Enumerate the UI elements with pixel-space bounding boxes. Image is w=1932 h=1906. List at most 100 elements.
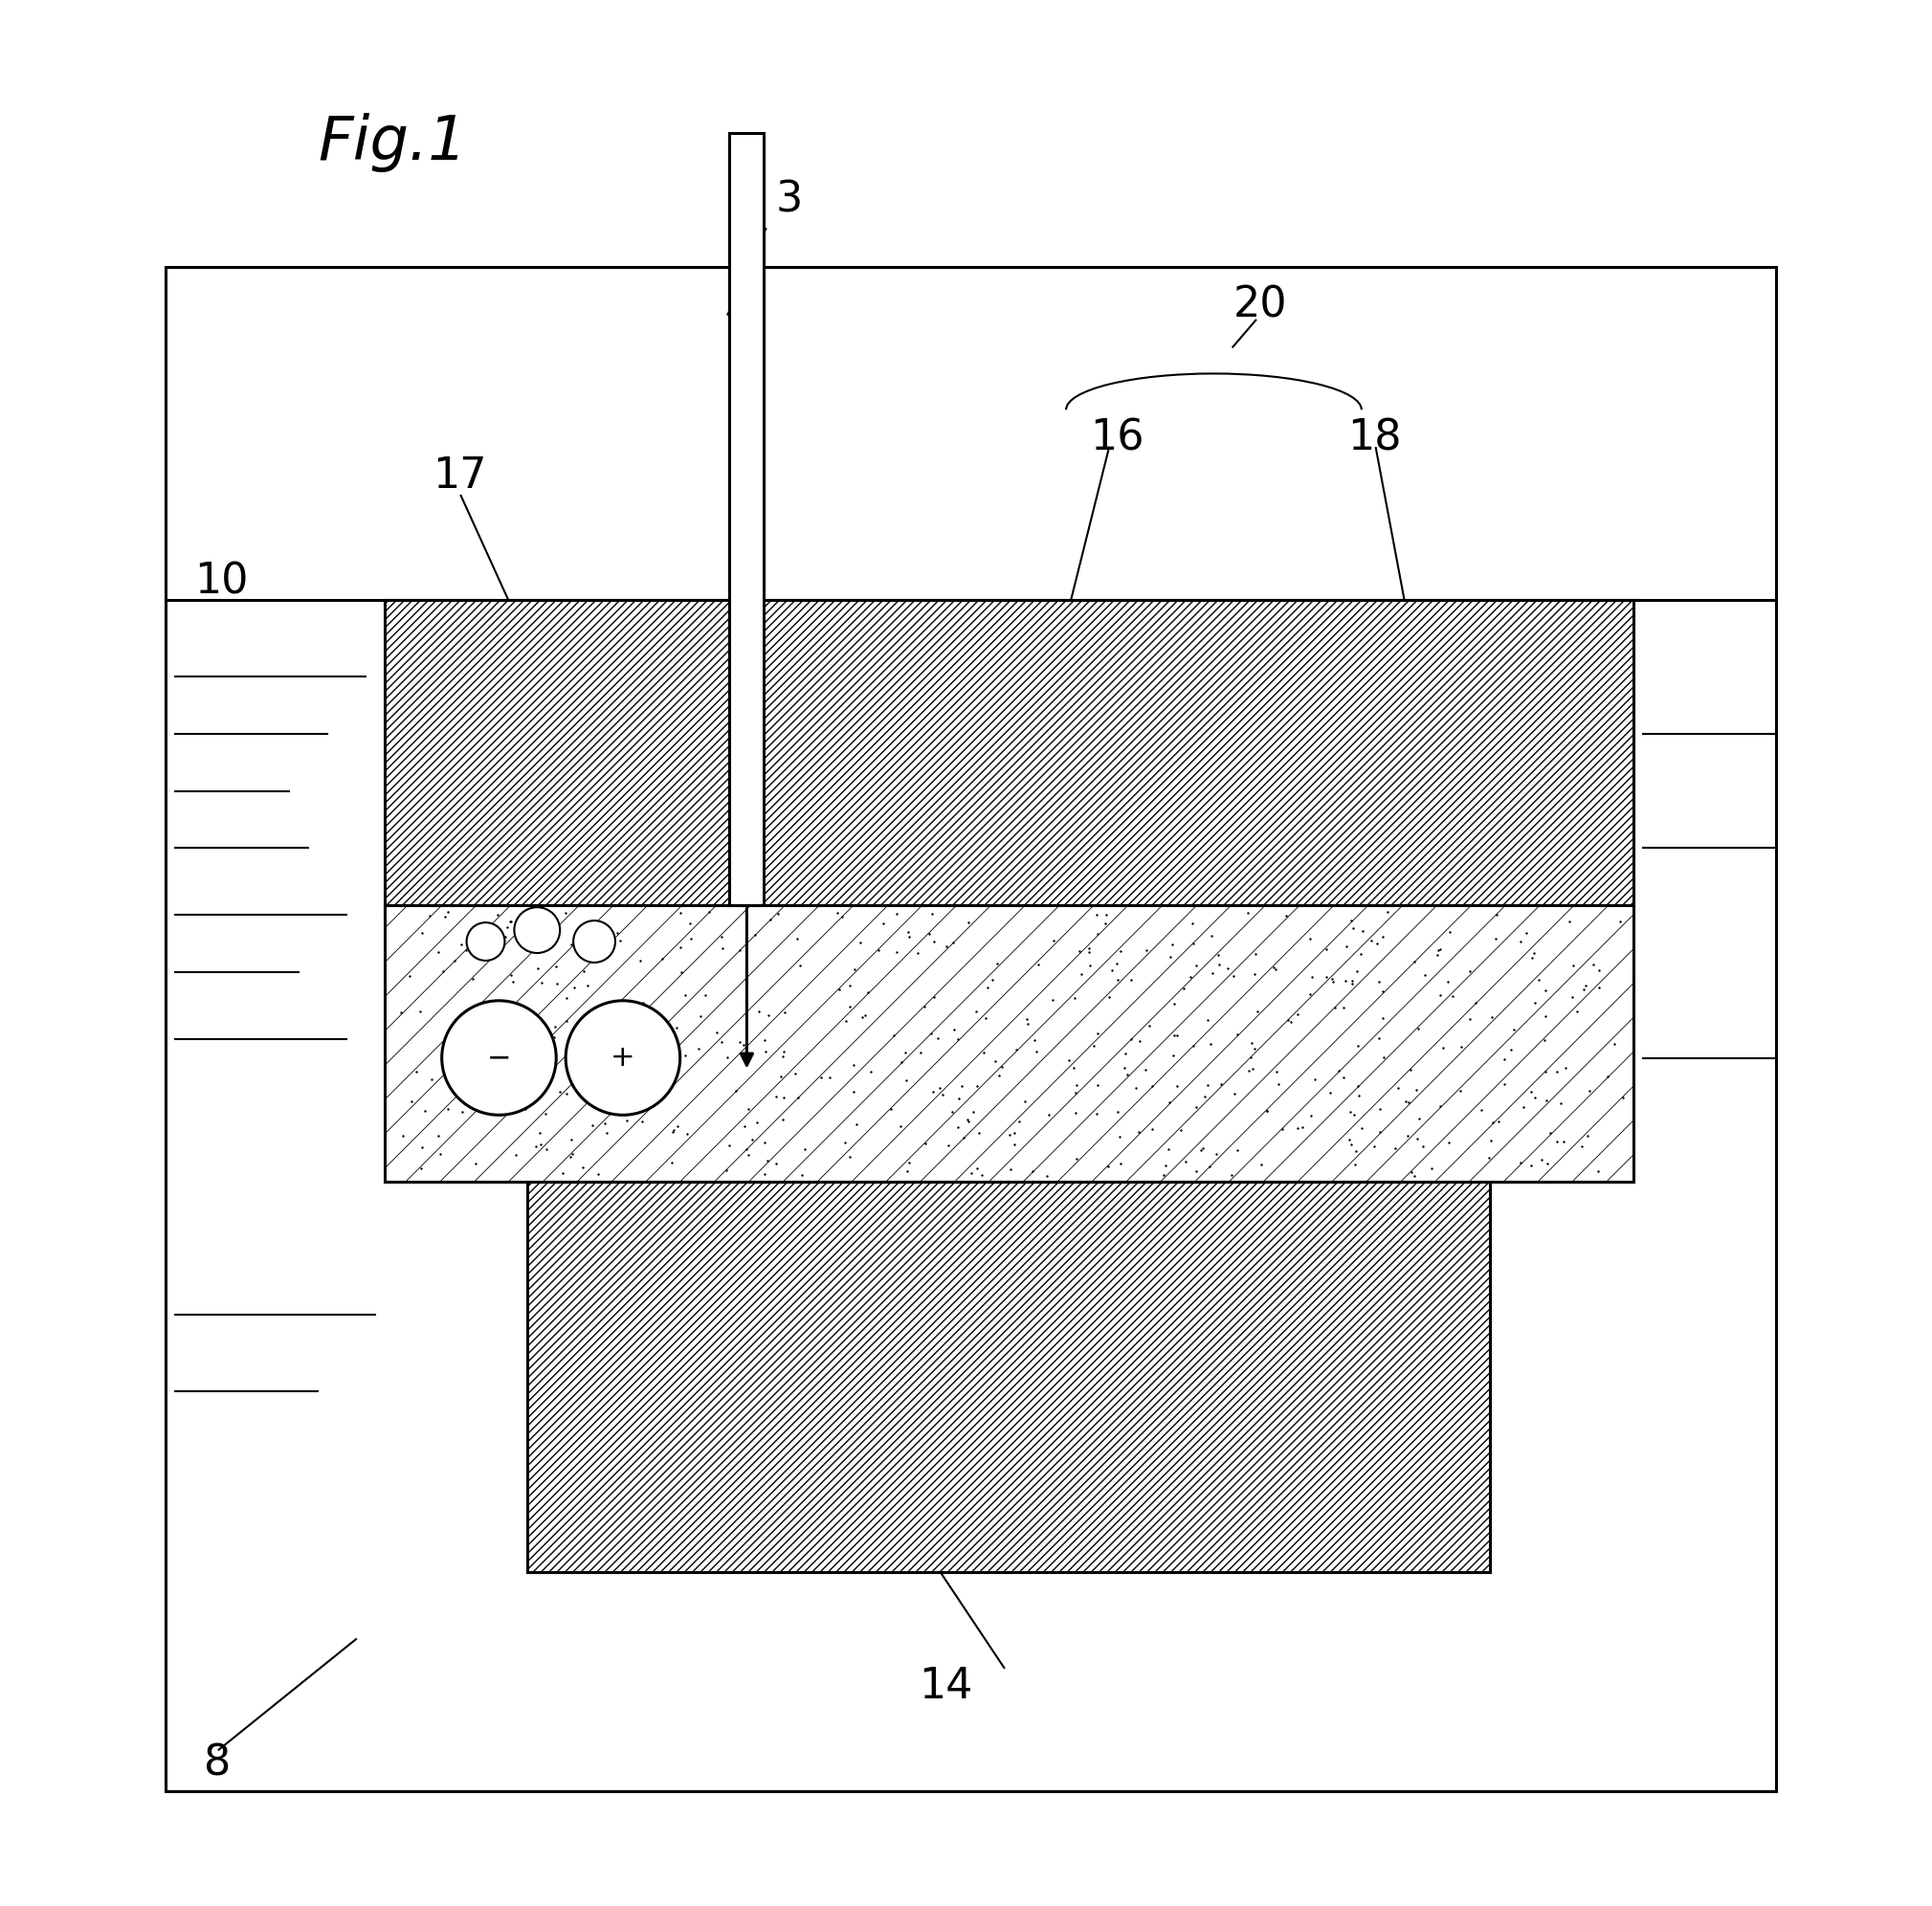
Point [838,953,869,983]
Point [624,945,655,976]
Text: 20: 20 [1233,284,1287,326]
Point [1517,1149,1548,1180]
Point [721,1075,752,1105]
Point [433,898,464,928]
Point [593,1010,624,1041]
Point [1530,1085,1561,1115]
Point [396,1086,427,1117]
Point [943,1024,974,1054]
Point [750,1159,781,1189]
Point [952,1105,983,1136]
Point [1061,1098,1092,1128]
Point [1368,1003,1399,1033]
Point [566,915,597,945]
Point [1426,1090,1457,1121]
Point [551,898,582,928]
Point [526,1128,556,1159]
Point [1323,1056,1354,1086]
Point [1165,1115,1196,1146]
Point [1542,1056,1573,1086]
Point [1546,1088,1577,1119]
Point [1211,953,1242,983]
Point [864,934,895,964]
Point [1395,1054,1426,1085]
Point [1466,1094,1497,1125]
Point [1157,930,1188,961]
Point [1482,900,1513,930]
Point [937,928,968,959]
Point [1221,1018,1252,1048]
Bar [527,1182,1490,1572]
Point [1393,1121,1424,1151]
Point [1194,1151,1225,1182]
Point [724,934,755,964]
Point [1180,1092,1211,1123]
Point [545,1077,576,1107]
Point [916,900,947,930]
Point [1283,1113,1314,1144]
Point [1339,1149,1370,1180]
Point [1238,1033,1269,1064]
Point [736,1125,767,1155]
Point [1399,1161,1430,1191]
Point [740,921,771,951]
Point [495,905,526,936]
Text: 18: 18 [1347,417,1401,459]
Point [1188,1132,1219,1163]
Point [1339,913,1370,943]
Point [1109,1039,1140,1069]
Point [620,987,651,1018]
Point [425,1138,456,1168]
Point [667,957,697,987]
Point [603,917,634,947]
Point [442,1050,473,1081]
Point [556,1138,587,1168]
Point [522,1132,553,1163]
Bar [384,600,1633,915]
Point [1339,1100,1370,1130]
Point [1101,964,1132,995]
Point [1424,980,1455,1010]
Point [1316,964,1347,995]
Point [582,1159,612,1189]
Point [1157,1041,1188,1071]
Point [779,1058,810,1088]
Point [1161,1020,1192,1050]
Point [707,934,738,964]
Circle shape [574,921,614,963]
Point [568,921,599,951]
Point [1511,917,1542,947]
Point [784,951,815,982]
Point [1264,1069,1294,1100]
Point [506,1014,537,1044]
Point [728,1029,759,1060]
Point [647,943,678,974]
Point [1343,1031,1374,1062]
Point [529,907,560,938]
Point [1600,1029,1631,1060]
Point [568,957,599,987]
Point [933,1130,964,1161]
Point [1258,953,1289,983]
Point [508,1024,539,1054]
Point [1109,1052,1140,1083]
Point [1082,900,1113,930]
Point [711,1041,742,1071]
Point [983,1060,1014,1090]
Point [423,1121,454,1151]
Point [958,1096,989,1126]
Point [1517,1077,1548,1107]
Point [881,900,912,930]
Point [1204,949,1235,980]
Point [1177,909,1208,940]
Point [1432,966,1463,997]
Point [952,1105,983,1136]
Point [1130,1054,1161,1085]
Point [902,938,933,968]
Point [1573,1121,1604,1151]
Point [413,900,444,930]
Point [489,993,520,1024]
Point [782,1083,813,1113]
Point [384,997,415,1027]
Point [1548,1126,1578,1157]
